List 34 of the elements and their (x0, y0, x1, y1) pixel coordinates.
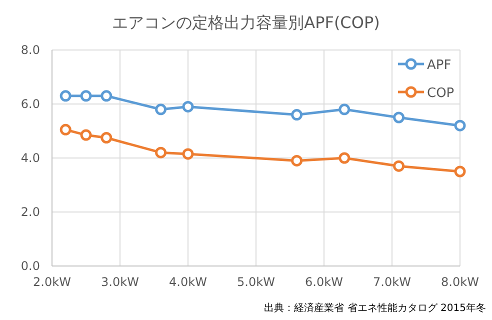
x-tick-label: 7.0kW (373, 275, 412, 289)
point (291, 109, 303, 121)
point (182, 148, 194, 160)
point (454, 166, 466, 178)
source-note: 出典：経済産業省 省エネ性能カタログ 2015年冬 (264, 302, 486, 314)
point (80, 90, 92, 102)
point (454, 120, 466, 132)
x-tick-label: 2.0kW (33, 275, 72, 289)
y-tick-label: 4.0 (20, 151, 40, 165)
x-tick-label: 6.0kW (305, 275, 344, 289)
point (60, 90, 72, 102)
x-tick-label: 5.0kW (237, 275, 276, 289)
point (182, 100, 194, 112)
point (338, 104, 350, 116)
point (100, 132, 112, 144)
point (60, 124, 72, 136)
point (100, 90, 112, 102)
x-tick-label: 3.0kW (101, 275, 140, 289)
point (80, 129, 92, 141)
y-tick-label: 0.0 (20, 259, 40, 273)
x-tick-label: 8.0kW (441, 275, 480, 289)
y-tick-label: 8.0 (20, 43, 40, 57)
point (155, 146, 167, 158)
point (393, 112, 405, 124)
point (155, 104, 167, 116)
y-tick-label: 2.0 (20, 205, 40, 219)
legend-label: COP (427, 86, 454, 101)
y-tick-label: 6.0 (20, 97, 40, 111)
point (291, 154, 303, 166)
x-tick-label: 4.0kW (169, 275, 208, 289)
legend-label: APF (427, 58, 452, 73)
point (393, 160, 405, 172)
chart-title: エアコンの定格出力容量別APF(COP) (112, 13, 380, 32)
point (338, 152, 350, 164)
